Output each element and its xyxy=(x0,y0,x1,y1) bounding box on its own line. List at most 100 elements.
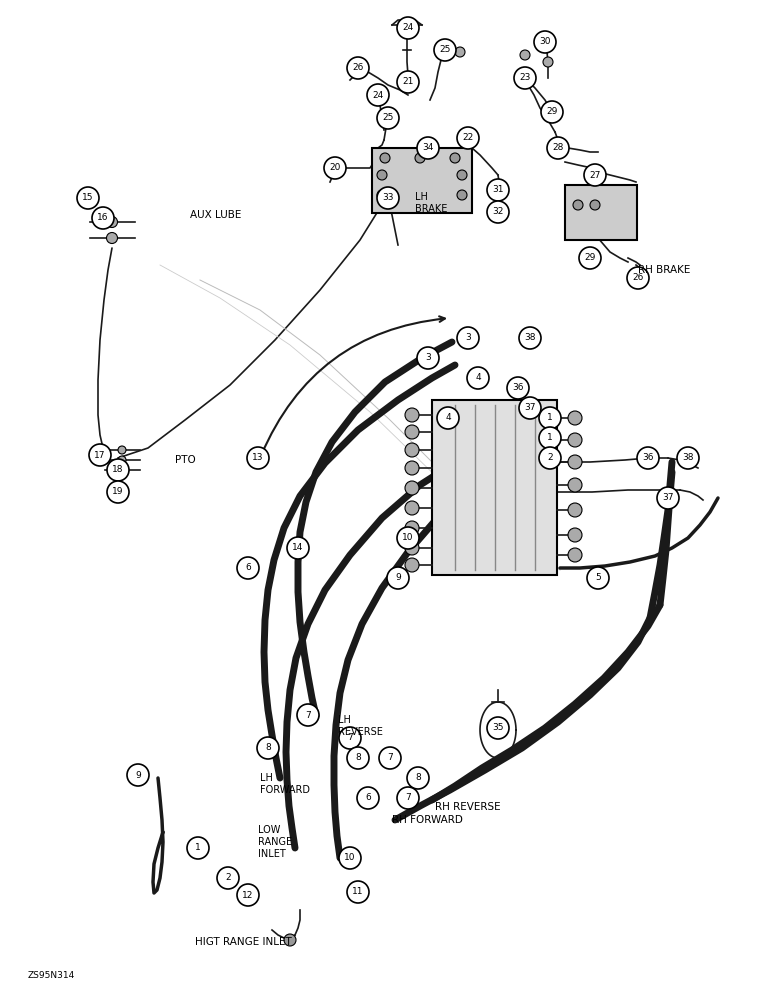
Text: 38: 38 xyxy=(682,454,694,462)
Circle shape xyxy=(377,187,399,209)
Text: 36: 36 xyxy=(513,383,523,392)
Circle shape xyxy=(487,179,509,201)
Circle shape xyxy=(405,461,419,475)
Circle shape xyxy=(397,71,419,93)
Circle shape xyxy=(467,367,489,389)
Circle shape xyxy=(568,548,582,562)
Text: LH
REVERSE: LH REVERSE xyxy=(338,715,383,737)
Text: 8: 8 xyxy=(415,774,421,782)
Text: 4: 4 xyxy=(445,414,451,422)
Circle shape xyxy=(243,895,253,905)
Circle shape xyxy=(568,455,582,469)
Circle shape xyxy=(397,527,419,549)
Circle shape xyxy=(405,541,419,555)
Text: 35: 35 xyxy=(493,724,504,732)
Circle shape xyxy=(300,710,310,720)
Circle shape xyxy=(422,352,434,364)
Circle shape xyxy=(237,557,259,579)
Circle shape xyxy=(455,47,465,57)
Text: 3: 3 xyxy=(465,334,471,342)
Circle shape xyxy=(437,407,459,429)
Circle shape xyxy=(519,397,541,419)
Circle shape xyxy=(353,890,363,900)
Circle shape xyxy=(568,528,582,542)
Circle shape xyxy=(118,456,126,464)
Text: 25: 25 xyxy=(439,45,451,54)
Text: 2: 2 xyxy=(225,874,231,882)
Text: 9: 9 xyxy=(395,574,401,582)
Text: 17: 17 xyxy=(94,450,106,460)
Text: 30: 30 xyxy=(540,37,550,46)
Text: HIGT RANGE INLET: HIGT RANGE INLET xyxy=(195,937,292,947)
Circle shape xyxy=(350,753,360,763)
Circle shape xyxy=(568,433,582,447)
Bar xyxy=(372,148,472,213)
Circle shape xyxy=(127,764,149,786)
Circle shape xyxy=(187,837,209,859)
Circle shape xyxy=(194,844,202,852)
Text: 31: 31 xyxy=(493,186,504,194)
Text: 7: 7 xyxy=(405,794,411,802)
Text: 24: 24 xyxy=(372,91,384,100)
Circle shape xyxy=(347,881,369,903)
Circle shape xyxy=(383,753,393,763)
Text: 37: 37 xyxy=(524,403,536,412)
Circle shape xyxy=(107,481,129,503)
Circle shape xyxy=(584,164,606,186)
Text: 7: 7 xyxy=(305,710,311,720)
Text: 9: 9 xyxy=(135,770,141,780)
Circle shape xyxy=(118,466,126,474)
Text: 8: 8 xyxy=(355,754,361,762)
Circle shape xyxy=(417,347,439,369)
Text: 6: 6 xyxy=(245,564,251,572)
Circle shape xyxy=(89,444,111,466)
Text: 38: 38 xyxy=(524,334,536,342)
Circle shape xyxy=(118,446,126,454)
Text: 3: 3 xyxy=(425,354,431,362)
Circle shape xyxy=(637,447,659,469)
Circle shape xyxy=(547,137,569,159)
Circle shape xyxy=(534,31,556,53)
Circle shape xyxy=(539,407,561,429)
Text: 10: 10 xyxy=(402,534,414,542)
Text: PTO: PTO xyxy=(175,455,196,465)
Text: 23: 23 xyxy=(520,74,530,83)
Text: ZS95N314: ZS95N314 xyxy=(28,970,75,980)
Circle shape xyxy=(434,39,456,61)
Text: 34: 34 xyxy=(422,143,434,152)
Text: RH BRAKE: RH BRAKE xyxy=(638,265,690,275)
Text: 22: 22 xyxy=(462,133,474,142)
Circle shape xyxy=(377,107,399,129)
Circle shape xyxy=(405,558,419,572)
Text: 29: 29 xyxy=(547,107,557,116)
Circle shape xyxy=(107,232,117,243)
Text: 26: 26 xyxy=(632,273,644,282)
Text: 4: 4 xyxy=(476,373,481,382)
Circle shape xyxy=(247,447,269,469)
Text: 28: 28 xyxy=(552,143,564,152)
Circle shape xyxy=(543,57,553,67)
Circle shape xyxy=(450,153,460,163)
Circle shape xyxy=(438,47,448,57)
Circle shape xyxy=(367,84,389,106)
Text: 20: 20 xyxy=(330,163,340,172)
Circle shape xyxy=(539,447,561,469)
Text: 33: 33 xyxy=(382,194,394,202)
Text: 26: 26 xyxy=(352,64,364,73)
Circle shape xyxy=(343,733,353,743)
Circle shape xyxy=(472,372,484,384)
Circle shape xyxy=(224,874,232,882)
Text: 29: 29 xyxy=(584,253,596,262)
Circle shape xyxy=(357,787,379,809)
Text: 13: 13 xyxy=(252,454,264,462)
Circle shape xyxy=(568,478,582,492)
Text: 21: 21 xyxy=(402,78,414,87)
Circle shape xyxy=(287,537,309,559)
Circle shape xyxy=(507,377,529,399)
Circle shape xyxy=(377,190,387,200)
Circle shape xyxy=(257,737,279,759)
Circle shape xyxy=(657,487,679,509)
Circle shape xyxy=(442,412,454,424)
Text: 16: 16 xyxy=(97,214,109,223)
Circle shape xyxy=(677,447,699,469)
